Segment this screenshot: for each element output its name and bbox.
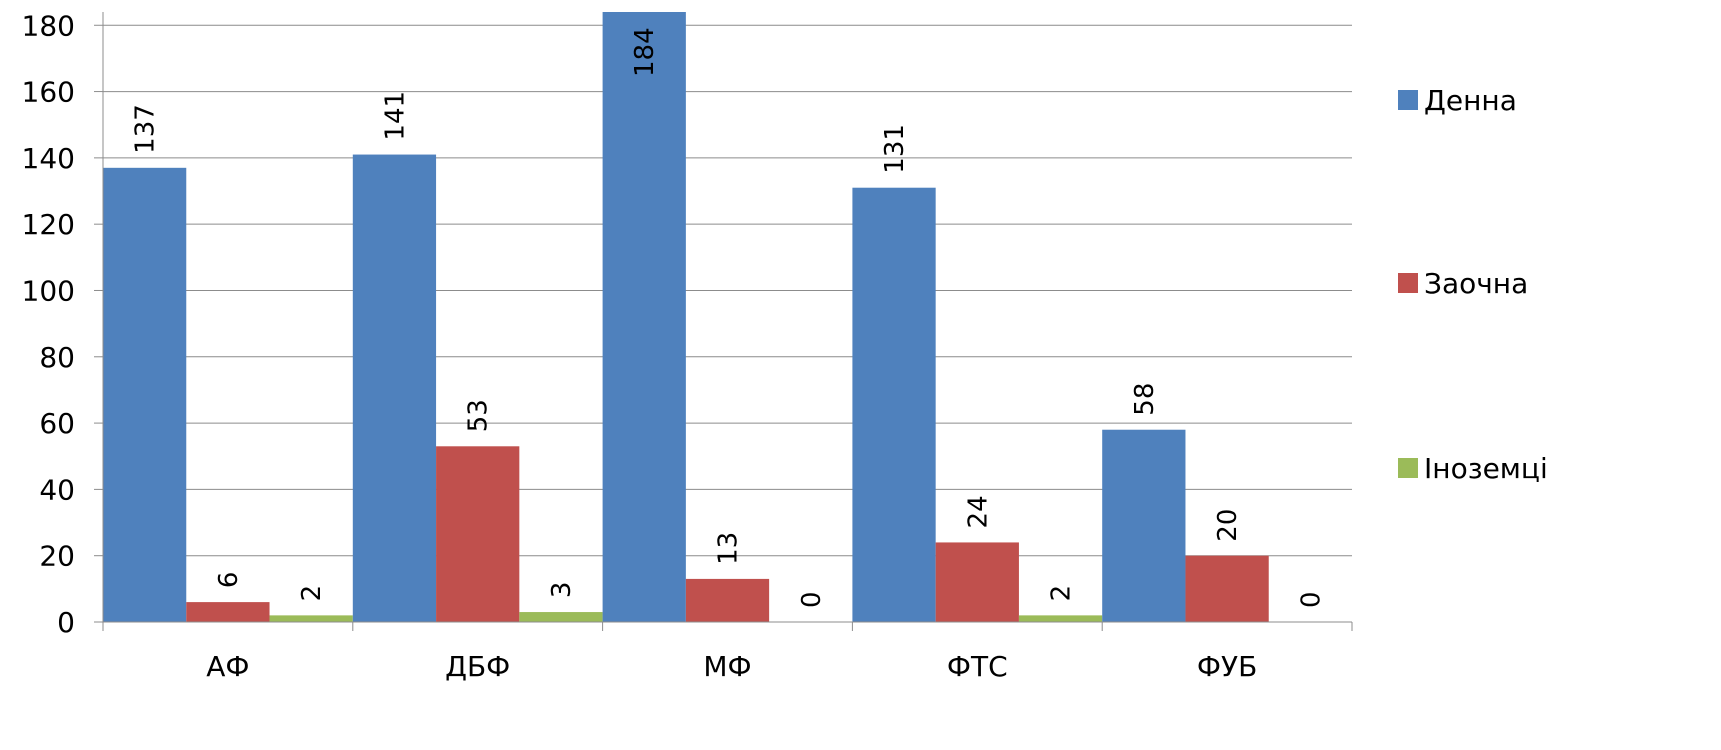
legend-swatch (1398, 90, 1418, 110)
legend: Денна Заочна Іноземці (1398, 84, 1548, 485)
y-tick-label: 20 (39, 540, 75, 573)
legend-swatch (1398, 273, 1418, 293)
x-tick-label: МФ (703, 650, 751, 683)
y-tick-label: 100 (22, 274, 75, 307)
data-label: 141 (380, 91, 410, 141)
legend-entry: Денна (1424, 84, 1517, 117)
y-tick-label: 180 (22, 9, 75, 42)
y-tick-label: 160 (22, 76, 75, 109)
bar (1102, 429, 1186, 622)
x-tick-label: ДБФ (445, 650, 510, 683)
gridlines (103, 24, 1352, 557)
x-tick-label: АФ (206, 650, 249, 683)
bars (103, 12, 1269, 622)
data-labels: 137 6 2 141 53 3 184 13 0 131 24 2 58 20 0 (131, 27, 1327, 608)
data-label: 131 (880, 124, 910, 174)
x-tick-label: ФУБ (1197, 650, 1257, 683)
data-label: 20 (1213, 509, 1243, 542)
y-tick-label: 80 (39, 341, 75, 374)
y-tick-label: 40 (39, 473, 75, 506)
data-label: 3 (547, 582, 577, 599)
y-tick-label: 0 (57, 606, 75, 639)
data-label: 0 (797, 591, 827, 608)
data-label: 13 (714, 532, 744, 565)
data-label: 58 (1130, 383, 1160, 416)
bar (269, 615, 353, 622)
x-tick-label: ФТС (947, 650, 1008, 683)
y-tick-label: 120 (22, 208, 75, 241)
data-label: 0 (1296, 591, 1326, 608)
data-label: 137 (131, 104, 161, 154)
legend-entry: Заочна (1424, 267, 1528, 300)
bar (1185, 555, 1269, 622)
bar (103, 167, 187, 622)
bar (352, 154, 437, 622)
bar (852, 187, 936, 622)
data-label: 24 (963, 495, 993, 528)
data-label: 184 (630, 27, 660, 77)
y-tick-label: 60 (39, 407, 75, 440)
bar (935, 542, 1019, 622)
data-label: 6 (214, 572, 244, 589)
legend-swatch (1398, 458, 1418, 478)
legend-entry: Іноземці (1424, 452, 1548, 485)
bar (186, 602, 270, 622)
bar (685, 578, 770, 622)
bar (436, 446, 520, 622)
data-label: 53 (464, 399, 494, 432)
y-tick-label: 140 (22, 142, 75, 175)
bar (519, 612, 603, 622)
data-label: 2 (1047, 585, 1077, 602)
bar (602, 12, 686, 622)
data-label: 2 (297, 585, 327, 602)
bar (1018, 615, 1103, 622)
